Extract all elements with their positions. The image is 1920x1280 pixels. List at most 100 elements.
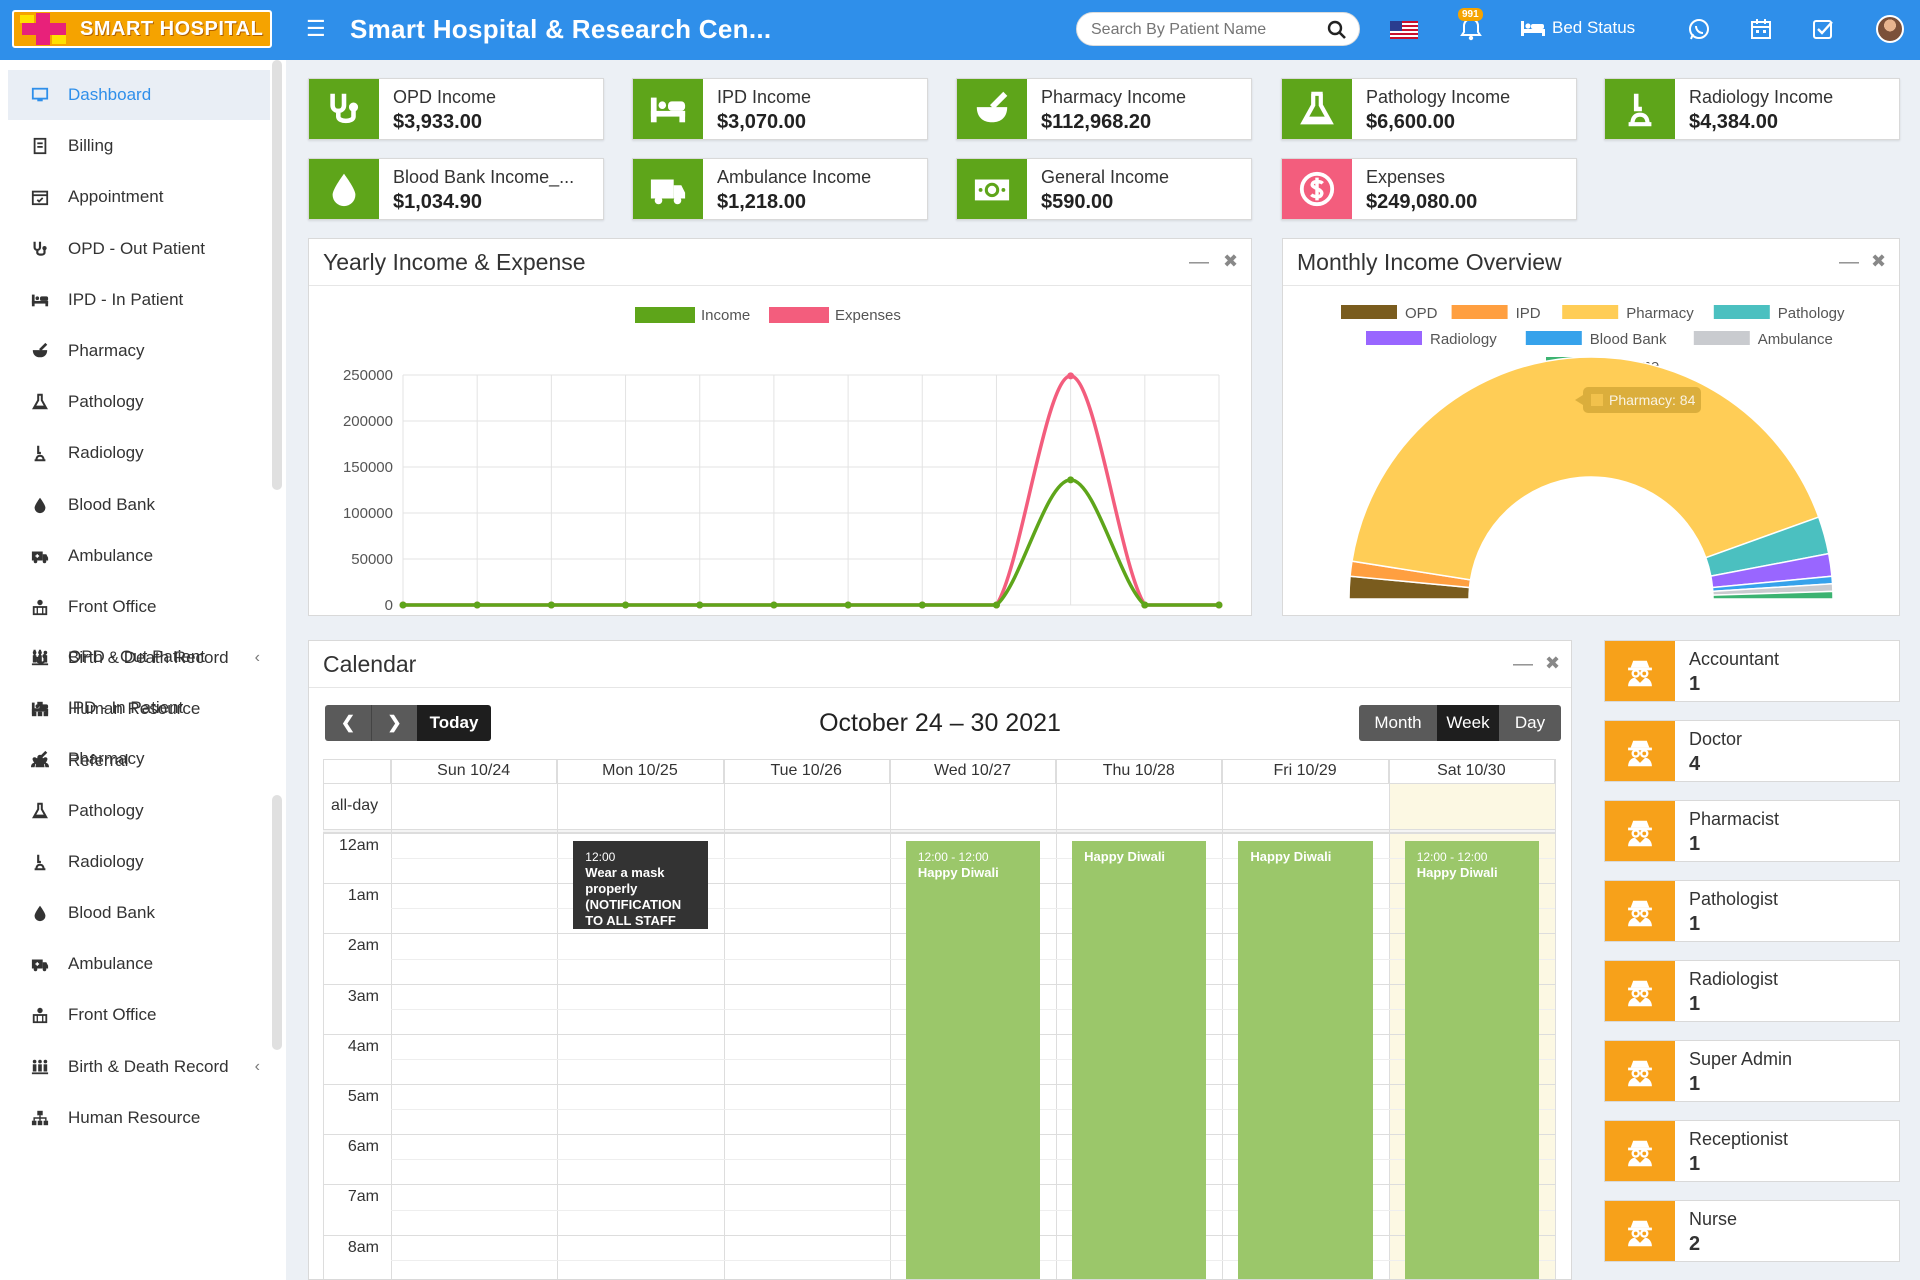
role-card-doctor[interactable]: Doctor 4: [1604, 720, 1900, 782]
role-card-radiologist[interactable]: Radiologist 1: [1604, 960, 1900, 1022]
sidebar-item-label: Pharmacy: [68, 749, 145, 769]
stat-card-blood-bank-income[interactable]: Blood Bank Income_... $1,034.90: [308, 158, 604, 220]
sidebar-item-pharmacy[interactable]: Pharmacy: [8, 326, 270, 376]
calendar-view-day-button[interactable]: Day: [1499, 705, 1561, 741]
calendar-today-button[interactable]: Today: [417, 705, 491, 741]
stat-card-pathology-income[interactable]: Pathology Income $6,600.00: [1281, 78, 1577, 140]
sidebar-item-appointment[interactable]: Appointment: [8, 172, 270, 222]
sidebar-item-pharmacy[interactable]: Pharmacy: [8, 734, 270, 784]
us-flag-icon[interactable]: [1390, 21, 1418, 39]
sidebar-item-front-office[interactable]: Front Office: [8, 582, 270, 632]
sidebar-item-label: Billing: [68, 136, 114, 156]
chevron-left-icon[interactable]: ‹: [254, 649, 260, 667]
app-title: Smart Hospital & Research Cen...: [350, 14, 772, 44]
y-tick-label: 50000: [351, 551, 393, 568]
whatsapp-icon[interactable]: [1686, 16, 1712, 42]
search-input[interactable]: [1091, 19, 1317, 41]
calendar-day-header[interactable]: Thu 10/28: [1056, 759, 1223, 783]
sidebar-item-ipd-in-patient[interactable]: IPD - In Patient: [8, 275, 270, 325]
sidebar-item-label: Dashboard: [68, 85, 152, 104]
calendar-event-happy-diwali[interactable]: 12:00 - 12:00 Happy Diwali: [1404, 841, 1539, 1279]
minimize-icon[interactable]: —: [1189, 251, 1209, 273]
calendar-range-title: October 24 – 30 2021: [819, 709, 1061, 737]
role-card-pathologist[interactable]: Pathologist 1: [1604, 880, 1900, 942]
sidebar-scrollbar[interactable]: [272, 60, 282, 490]
role-card-nurse[interactable]: Nurse 2: [1604, 1200, 1900, 1262]
calendar-event-happy-diwali[interactable]: Happy Diwali: [1072, 841, 1207, 1279]
stat-card-radiology-income[interactable]: Radiology Income $4,384.00: [1604, 78, 1900, 140]
calendar-event-mask-notice[interactable]: 12:00 Wear a mask properly (NOTIFICATION …: [573, 841, 708, 929]
sidebar-item-ipd-in-patient[interactable]: IPD - In Patient: [8, 683, 270, 733]
monitor-icon: [28, 85, 52, 105]
calendar-day-header[interactable]: Mon 10/25: [557, 759, 724, 783]
minimize-icon[interactable]: —: [1839, 251, 1859, 273]
close-icon[interactable]: ✖: [1223, 251, 1239, 271]
minimize-icon[interactable]: —: [1513, 653, 1533, 675]
sidebar-scrollbar-lower[interactable]: [272, 795, 282, 1050]
logo-cross-icon: [18, 12, 74, 46]
stat-card-pharmacy-income[interactable]: Pharmacy Income $112,968.20: [956, 78, 1252, 140]
calendar-icon[interactable]: [1748, 16, 1774, 42]
sidebar-item-pathology[interactable]: Pathology: [8, 377, 270, 427]
tooltip-swatch: [1591, 394, 1603, 406]
data-point: [399, 601, 407, 609]
calendar-event-happy-diwali[interactable]: 12:00 - 12:00 Happy Diwali: [905, 841, 1041, 1279]
calendar-event-happy-diwali[interactable]: Happy Diwali: [1238, 841, 1373, 1279]
calendar-day-header[interactable]: Tue 10/26: [724, 759, 890, 783]
calendar-view-week-button[interactable]: Week: [1437, 705, 1499, 741]
data-point: [473, 601, 481, 609]
sidebar-item-blood-bank[interactable]: Blood Bank: [8, 480, 270, 530]
bed-status-label: Bed Status: [1552, 18, 1636, 37]
user-secret-icon: [1605, 641, 1675, 701]
time-slot-label: 12am: [338, 837, 379, 854]
tooltip-text: Pharmacy: 84: [1609, 392, 1696, 408]
bed-status-button[interactable]: Bed Status: [1520, 18, 1635, 38]
drop-icon: [28, 495, 52, 515]
legend-swatch: [1713, 305, 1770, 319]
y-tick-label: 100000: [343, 505, 393, 522]
sidebar-item-opd-out-patient[interactable]: OPD - Out Patient: [8, 632, 270, 682]
legend-label: Blood Bank: [1590, 331, 1667, 348]
sidebar-item-human-resource[interactable]: Human Resource: [8, 1093, 270, 1143]
role-card-receptionist[interactable]: Receptionist 1: [1604, 1120, 1900, 1182]
role-card-pharmacist[interactable]: Pharmacist 1: [1604, 800, 1900, 862]
legend-label: Pathology: [1778, 305, 1845, 322]
monthly-income-overview-panel: Monthly Income Overview — ✖ OPD IPD Pharma…: [1282, 238, 1900, 616]
close-icon[interactable]: ✖: [1545, 653, 1561, 673]
chevron-left-icon[interactable]: ‹: [254, 1057, 260, 1075]
sidebar-item-radiology[interactable]: Radiology: [8, 837, 270, 887]
sidebar-item-pathology[interactable]: Pathology: [8, 786, 270, 836]
calendar-view-month-button[interactable]: Month: [1359, 705, 1437, 741]
stat-card-expenses[interactable]: Expenses $249,080.00: [1281, 158, 1577, 220]
calendar-day-header[interactable]: Fri 10/29: [1222, 759, 1389, 783]
sidebar-item-birth-death-record[interactable]: Birth & Death Record ‹: [8, 1042, 270, 1092]
role-card-accountant[interactable]: Accountant 1: [1604, 640, 1900, 702]
task-check-icon[interactable]: [1810, 16, 1836, 42]
sidebar-item-ambulance[interactable]: Ambulance: [8, 531, 270, 581]
sidebar-item-radiology[interactable]: Radiology: [8, 428, 270, 478]
logo[interactable]: SMART HOSPITAL: [12, 10, 272, 48]
stat-card-opd-income[interactable]: OPD Income $3,933.00: [308, 78, 604, 140]
sidebar-item-dashboard[interactable]: Dashboard: [8, 70, 270, 120]
sidebar-item-blood-bank[interactable]: Blood Bank: [8, 888, 270, 938]
calendar-prev-button[interactable]: ❮: [325, 705, 371, 741]
close-icon[interactable]: ✖: [1871, 251, 1887, 271]
sidebar-item-billing[interactable]: Billing: [8, 121, 270, 171]
stat-card-ipd-income[interactable]: IPD Income $3,070.00: [632, 78, 928, 140]
calendar-day-header[interactable]: Wed 10/27: [890, 759, 1057, 783]
search-icon[interactable]: [1327, 20, 1347, 40]
calendar-day-header[interactable]: Sat 10/30: [1389, 759, 1555, 783]
stat-card-ambulance-income[interactable]: Ambulance Income $1,218.00: [632, 158, 928, 220]
sidebar-item-opd-out-patient[interactable]: OPD - Out Patient: [8, 224, 270, 274]
role-card-super-admin[interactable]: Super Admin 1: [1604, 1040, 1900, 1102]
mortar-pestle-icon: [28, 749, 52, 769]
calendar-day-header[interactable]: Sun 10/24: [391, 759, 558, 783]
sidebar-item-ambulance[interactable]: Ambulance: [8, 939, 270, 989]
calendar-next-button[interactable]: ❯: [371, 705, 417, 741]
stat-value: $3,933.00: [393, 111, 482, 133]
hamburger-menu-icon[interactable]: ☰: [306, 16, 326, 41]
stat-card-general-income[interactable]: General Income $590.00: [956, 158, 1252, 220]
sidebar-item-front-office[interactable]: Front Office: [8, 990, 270, 1040]
avatar[interactable]: [1876, 15, 1904, 43]
role-label: Receptionist: [1689, 1129, 1789, 1149]
